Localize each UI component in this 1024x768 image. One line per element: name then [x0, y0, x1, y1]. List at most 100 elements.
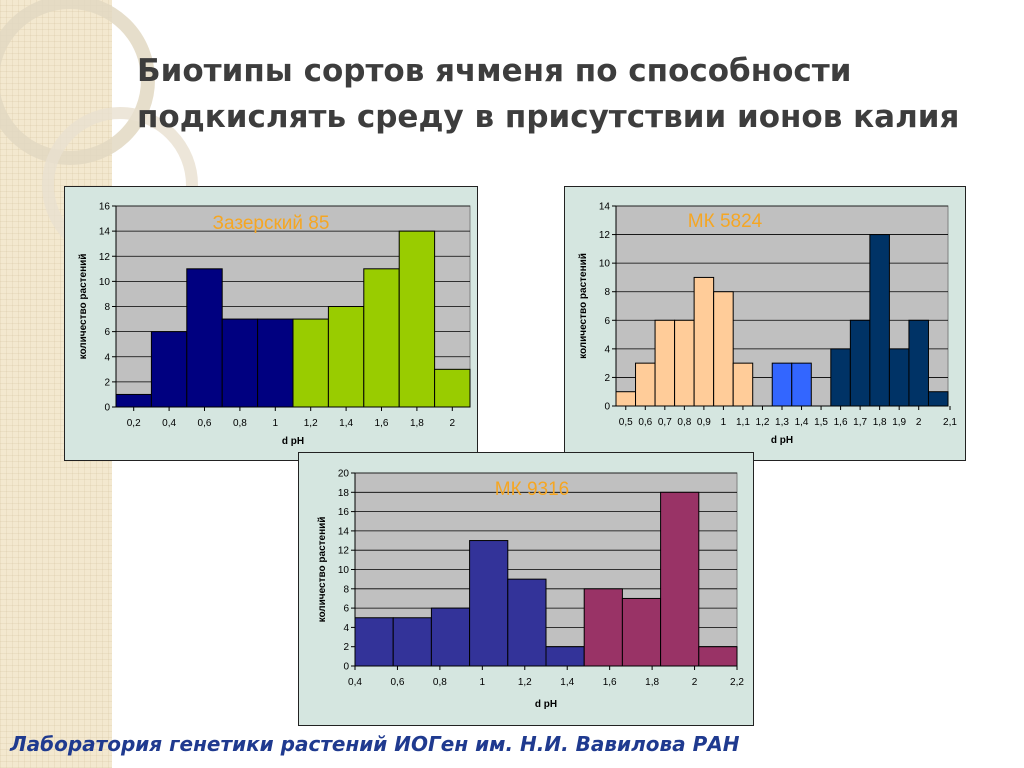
- x-tick-label: 1,2: [518, 677, 532, 688]
- x-tick-label: 0,4: [162, 418, 176, 429]
- bar: [791, 362, 812, 407]
- bar: [292, 318, 329, 408]
- x-tick-label: 1,7: [853, 417, 867, 428]
- x-tick-label: 0,4: [348, 677, 362, 688]
- y-tick-label: 14: [99, 227, 111, 238]
- y-tick-label: 8: [343, 584, 349, 595]
- bar: [392, 617, 432, 667]
- bar: [771, 362, 793, 407]
- title-line-2: подкислять среду в присутствии ионов кал…: [137, 99, 960, 135]
- y-tick-label: 8: [104, 302, 110, 313]
- footer-lab-name: Лаборатория генетики растений ИОГен им. …: [10, 732, 740, 756]
- y-axis-label: количество растений: [78, 254, 89, 360]
- bar: [732, 362, 754, 407]
- title-line-1: Биотипы сортов ячменя по способности: [137, 53, 852, 89]
- chart-panel-zazersky: 0 2 4 6 8 10 12 14 16 0,2 0,4 0,6 0,8 1 1,2 1,4 1,6 1,8 2 d…: [64, 186, 478, 461]
- y-tick-label: 2: [343, 642, 349, 653]
- x-axis-label: d pH: [771, 435, 793, 446]
- y-tick-label: 6: [104, 327, 110, 338]
- chart-panel-mk5824: 0 2 4 6 8 10 12 14 0,5 0,6 0,7 0,8 0,9 1 1,1 1,2 1,3 1,4 1…: [564, 186, 966, 461]
- x-tick-label: 2,2: [730, 677, 744, 688]
- slide-title: Биотипы сортов ячменя по способности под…: [137, 48, 997, 140]
- y-tick-label: 2: [604, 373, 610, 384]
- x-tick-label: 1,8: [873, 417, 887, 428]
- x-tick-label: 1,4: [560, 677, 574, 688]
- bar: [430, 607, 471, 667]
- chart-mk-5824: 0 2 4 6 8 10 12 14 0,5 0,6 0,7 0,8 0,9 1 1,1 1,2 1,3 1,4 1…: [578, 202, 957, 447]
- y-tick-label: 10: [599, 259, 611, 270]
- x-tick-label: 1,2: [304, 418, 318, 429]
- bar: [186, 268, 223, 408]
- x-tick-label: 1,6: [375, 418, 389, 429]
- bar: [660, 491, 700, 667]
- y-axis-label: количество растений: [317, 517, 328, 623]
- bar: [927, 391, 949, 407]
- bar: [545, 646, 585, 667]
- x-tick-label: 1: [273, 418, 279, 429]
- y-tick-label: 10: [99, 277, 111, 288]
- bar: [363, 268, 400, 408]
- x-tick-label: 1,8: [645, 677, 659, 688]
- x-axis-label: d pH: [535, 699, 557, 710]
- y-tick-label: 16: [99, 202, 111, 213]
- x-tick-label: 0,5: [619, 417, 633, 428]
- y-tick-label: 18: [338, 488, 350, 499]
- bar: [908, 319, 929, 407]
- bar: [849, 319, 871, 407]
- bar: [635, 362, 656, 407]
- bar: [354, 617, 394, 667]
- x-tick-label: 0,6: [198, 418, 212, 429]
- bar: [434, 368, 471, 408]
- bar: [621, 597, 662, 667]
- bar: [615, 391, 637, 407]
- x-tick-label: 1,3: [775, 417, 789, 428]
- x-tick-label: 2,1: [943, 417, 957, 428]
- bar: [257, 318, 294, 408]
- x-tick-label: 1,6: [603, 677, 617, 688]
- bar: [830, 348, 851, 407]
- x-tick-label: 2: [692, 677, 698, 688]
- x-tick-label: 1,4: [795, 417, 809, 428]
- bar: [869, 234, 890, 407]
- bar: [674, 319, 695, 407]
- y-tick-label: 12: [599, 230, 611, 241]
- y-tick-label: 6: [343, 604, 349, 615]
- y-tick-label: 16: [338, 507, 350, 518]
- y-axis-label: количество растений: [578, 253, 589, 359]
- bar: [583, 588, 623, 667]
- x-tick-label: 1,4: [339, 418, 353, 429]
- x-axis-label: d pH: [282, 436, 304, 447]
- bar: [654, 319, 676, 407]
- x-tick-label: 0,6: [638, 417, 652, 428]
- bar: [693, 276, 715, 407]
- y-tick-label: 14: [599, 202, 611, 213]
- y-tick-label: 0: [104, 403, 110, 414]
- bar: [150, 331, 188, 408]
- bar: [398, 230, 436, 408]
- y-tick-label: 20: [338, 469, 350, 480]
- x-tick-label: 0,2: [127, 418, 141, 429]
- y-tick-label: 4: [104, 352, 110, 363]
- x-tick-label: 1,1: [736, 417, 750, 428]
- y-tick-label: 8: [604, 287, 610, 298]
- x-tick-label: 1,9: [892, 417, 906, 428]
- chart-zazersky-85: 0 2 4 6 8 10 12 14 16 0,2 0,4 0,6 0,8 1 1,2 1,4 1,6 1,8 2 d…: [78, 202, 471, 447]
- chart-mk-9316: 0 2 4 6 8 10 12 14 16 18 20 0,4 0,6 0,8 1 1,2 1,4 1,6 1,8 2…: [317, 469, 744, 711]
- bar: [888, 348, 910, 407]
- bar: [327, 306, 365, 408]
- x-tick-label: 2: [450, 418, 456, 429]
- bar: [507, 578, 547, 667]
- y-tick-label: 10: [338, 565, 350, 576]
- x-tick-label: 0,7: [658, 417, 672, 428]
- y-tick-label: 2: [104, 377, 110, 388]
- x-tick-label: 0,8: [433, 677, 447, 688]
- x-tick-label: 0,9: [697, 417, 711, 428]
- x-tick-label: 1,2: [756, 417, 770, 428]
- x-tick-label: 1: [480, 677, 486, 688]
- chart-title: Зазерский 85: [213, 213, 330, 234]
- bar: [115, 393, 152, 408]
- bar: [698, 646, 738, 667]
- chart-title: МК 5824: [688, 211, 763, 232]
- x-tick-label: 1,5: [814, 417, 828, 428]
- y-tick-label: 12: [99, 252, 111, 263]
